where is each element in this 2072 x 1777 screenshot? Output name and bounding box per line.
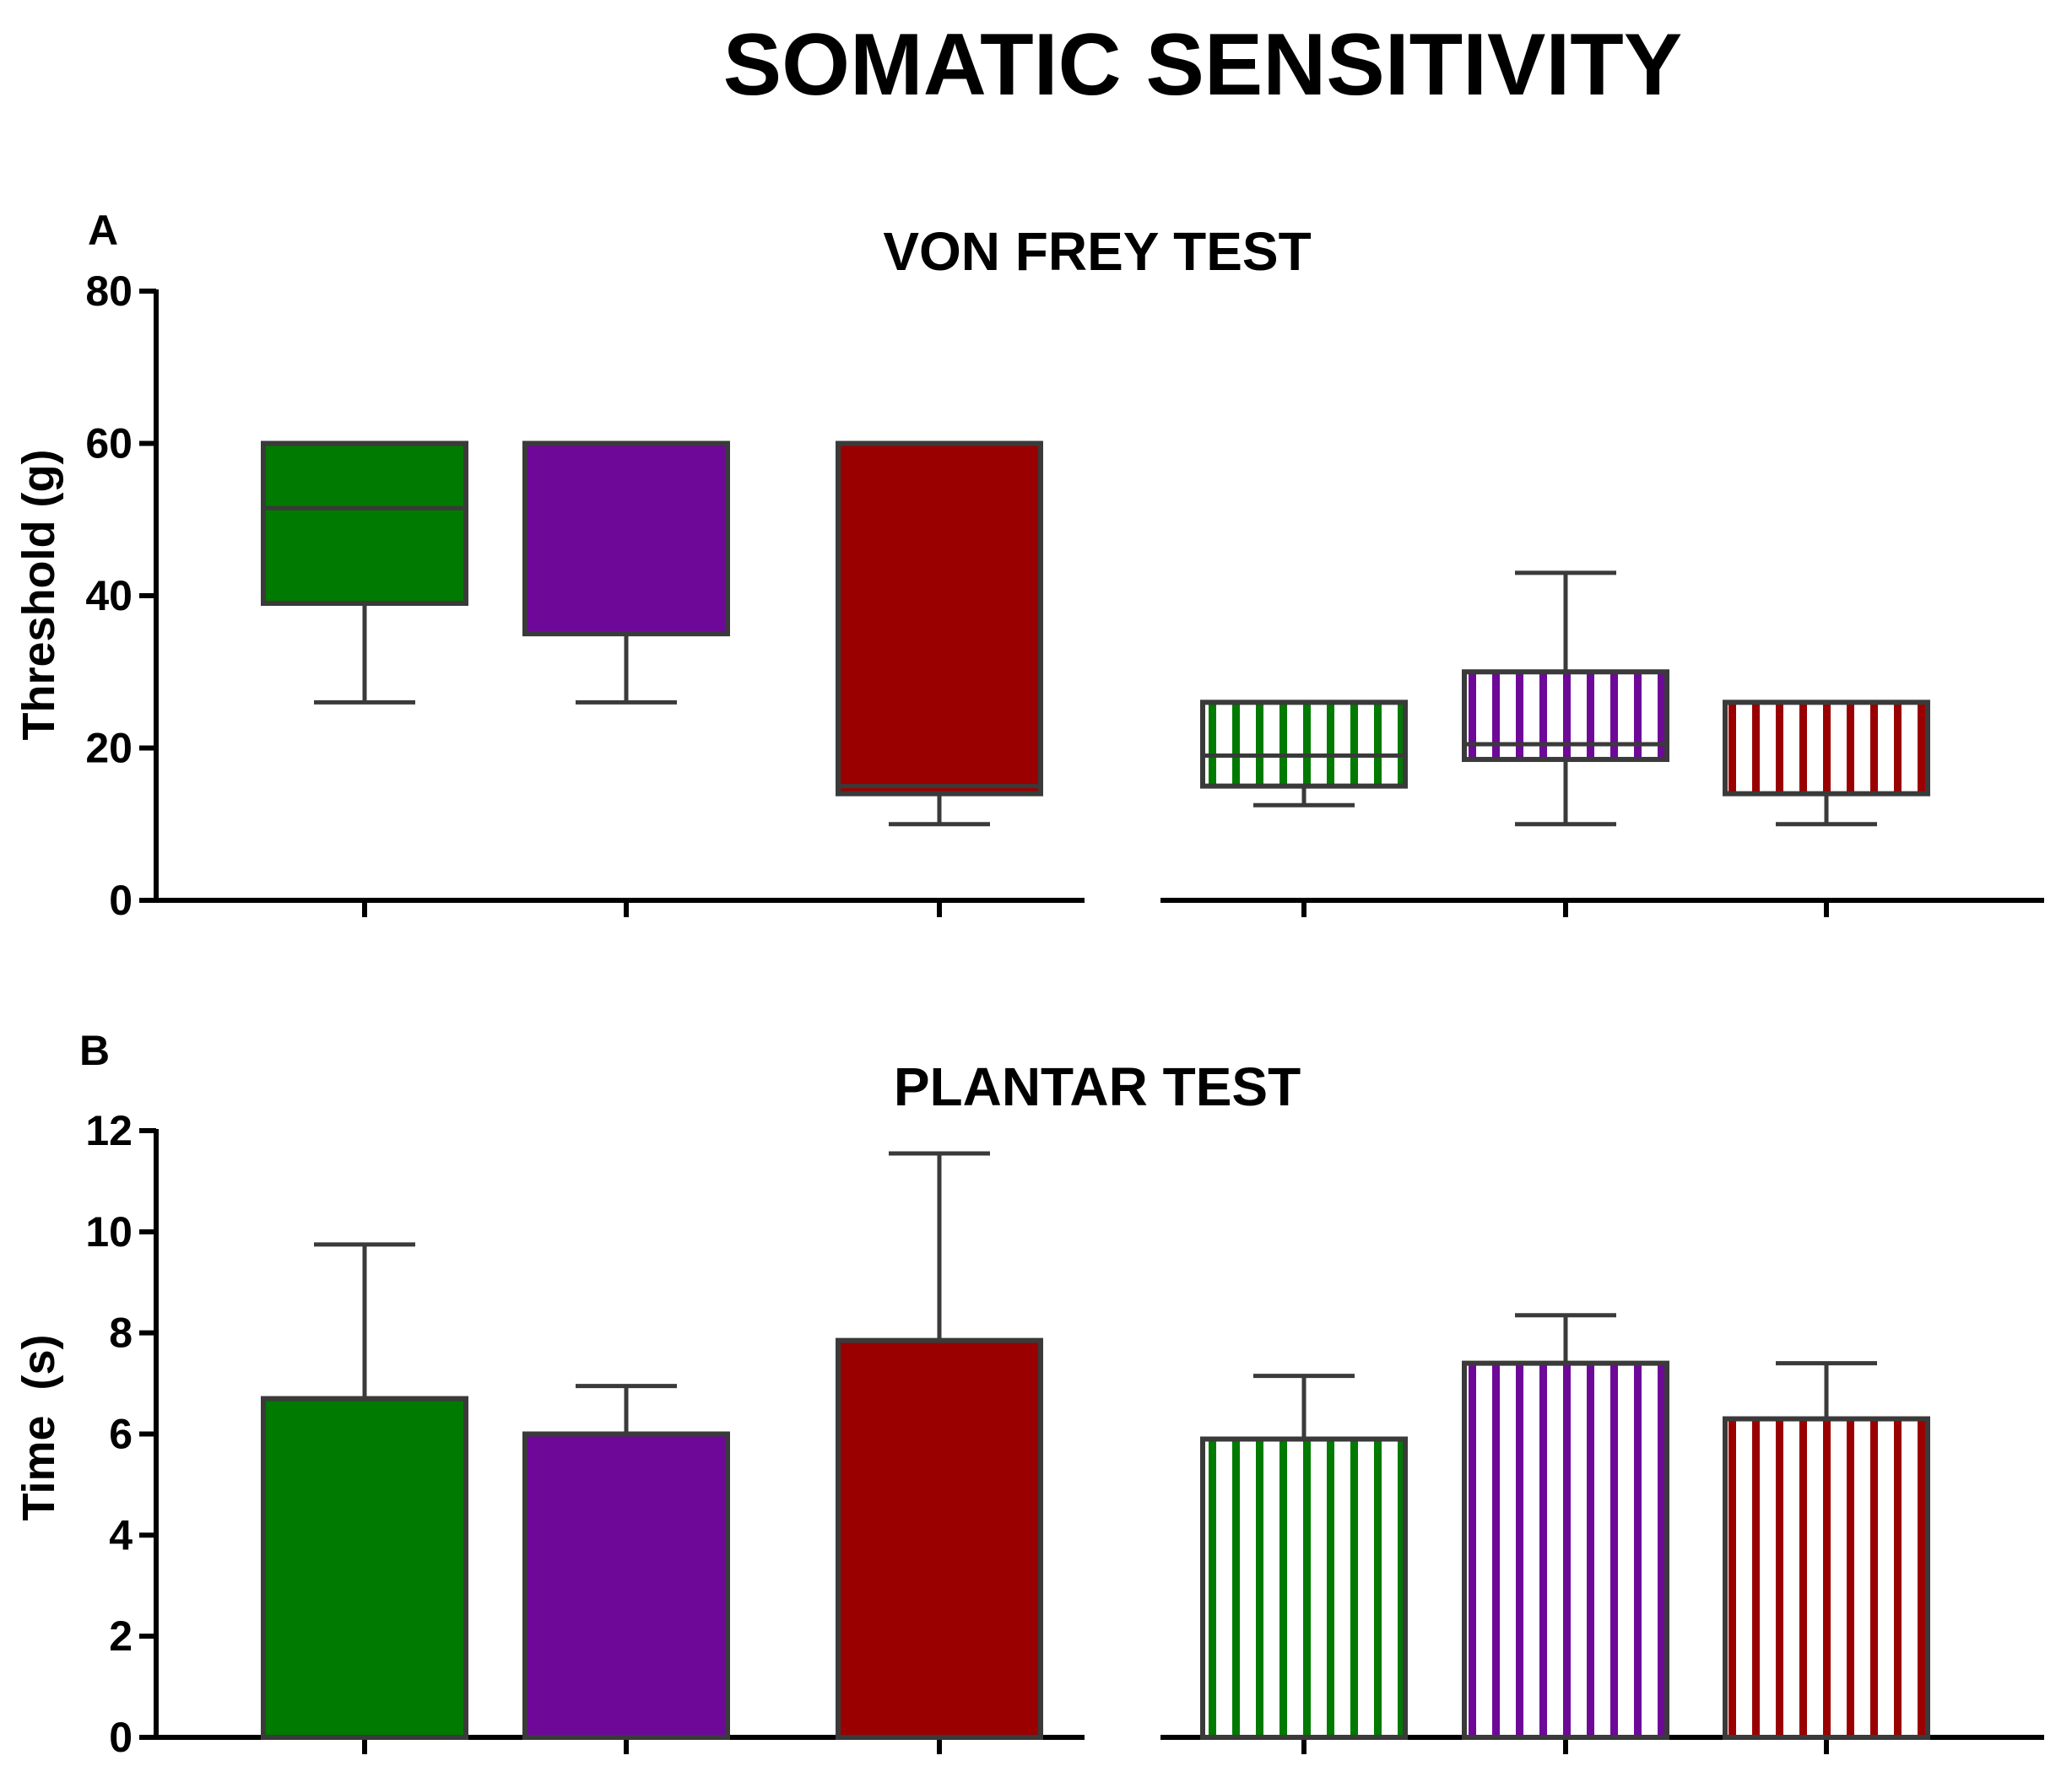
- box-rect: [1723, 699, 1930, 797]
- bar-1: [261, 1242, 468, 1741]
- panel-a-y-tick-label: 20: [85, 725, 133, 772]
- panel-b-y-tick-label: 2: [109, 1612, 133, 1660]
- bar-rect: [1462, 1360, 1669, 1741]
- bar-rect: [1200, 1436, 1408, 1741]
- panel-b-marks: [261, 1151, 1930, 1741]
- panel-a-chart: A VON FREY TEST Threshold (g) 0 20 40 60 80: [14, 207, 2044, 924]
- panel-b-y-tick-label: 4: [109, 1511, 133, 1558]
- box-rect: [836, 440, 1043, 797]
- box-3: [836, 440, 1043, 827]
- panel-a-label: A: [88, 207, 118, 254]
- panel-a-x-axis: [143, 898, 2044, 917]
- box-rect: [261, 440, 468, 607]
- panel-b-title: PLANTAR TEST: [894, 1056, 1301, 1117]
- bar-rect: [1723, 1416, 1930, 1741]
- figure-title: SOMATIC SENSITIVITY: [723, 16, 1682, 114]
- panel-a-title: VON FREY TEST: [883, 221, 1311, 282]
- panel-a-y-axis: 0 20 40 60 80: [85, 267, 159, 924]
- bar-rect: [261, 1396, 468, 1741]
- panel-a-y-axis-label: Threshold (g): [14, 450, 64, 741]
- panel-b-label: B: [79, 1027, 110, 1074]
- bar-3: [836, 1151, 1043, 1740]
- panel-b-y-tick-label: 6: [109, 1411, 133, 1458]
- panel-a-y-tick-label: 80: [85, 267, 133, 315]
- panel-a-marks: [261, 440, 1930, 827]
- bar-5: [1462, 1313, 1669, 1741]
- bar-rect: [836, 1337, 1043, 1740]
- bar-4: [1200, 1374, 1408, 1741]
- box-6: [1723, 699, 1930, 827]
- box-5: [1462, 570, 1669, 827]
- panel-b-y-axis: 0 2 4 6 8 10 12: [85, 1107, 159, 1761]
- panel-a-y-tick-label: 40: [85, 572, 133, 619]
- box-2: [522, 440, 730, 705]
- panel-b-chart: B PLANTAR TEST Time (s) 0 2 4 6 8 10 12: [14, 1027, 2044, 1761]
- panel-a-y-tick-label: 60: [85, 420, 133, 467]
- panel-b-y-tick-label: 8: [109, 1310, 133, 1357]
- box-rect: [522, 440, 730, 637]
- box-1: [261, 440, 468, 705]
- box-rect: [1200, 699, 1408, 789]
- panel-b-y-tick-label: 12: [85, 1107, 133, 1154]
- panel-b-y-tick-label: 10: [85, 1208, 133, 1256]
- bar-6: [1723, 1361, 1930, 1741]
- panel-b-y-axis-label: Time (s): [14, 1334, 64, 1520]
- box-4: [1200, 699, 1408, 807]
- panel-b-y-tick-label: 0: [109, 1714, 133, 1761]
- panel-a-y-tick-label: 0: [109, 877, 133, 924]
- bar-2: [522, 1384, 730, 1740]
- bar-rect: [522, 1431, 730, 1740]
